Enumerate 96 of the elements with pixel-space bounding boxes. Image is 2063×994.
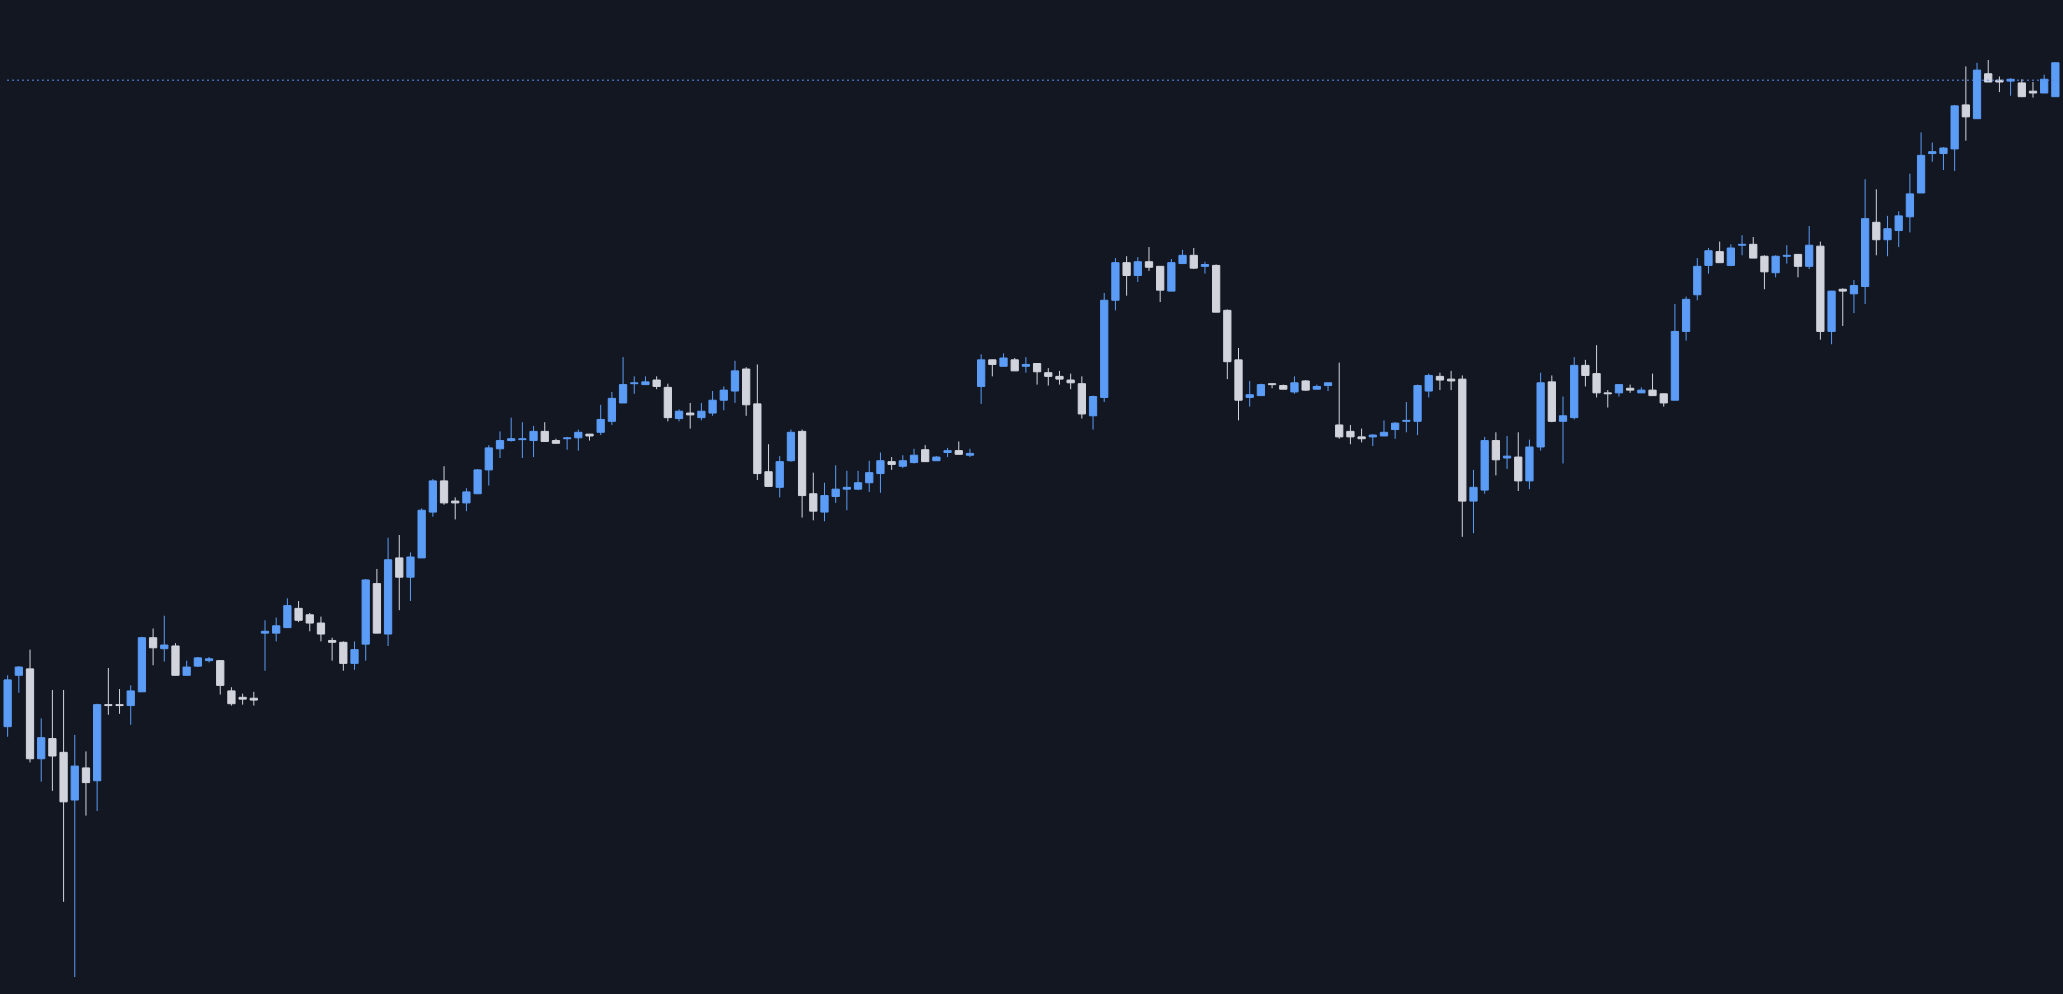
candlestick bbox=[1961, 65, 1970, 142]
candlestick bbox=[1883, 215, 1892, 257]
candlestick bbox=[160, 615, 169, 663]
candlestick bbox=[1323, 382, 1333, 392]
candlestick bbox=[1491, 431, 1501, 476]
candlestick bbox=[1849, 279, 1859, 314]
candlestick bbox=[1267, 383, 1277, 389]
candlestick bbox=[1032, 363, 1042, 386]
candlestick bbox=[2028, 81, 2038, 99]
candlestick bbox=[842, 470, 852, 511]
candlestick bbox=[820, 482, 829, 522]
candlestick bbox=[1805, 225, 1814, 270]
candlestick bbox=[1894, 210, 1903, 248]
candlestick bbox=[1704, 247, 1713, 275]
candlestick bbox=[1335, 362, 1344, 440]
candlestick bbox=[316, 616, 326, 642]
candlestick bbox=[104, 667, 113, 716]
candlestick bbox=[451, 496, 460, 520]
candlestick bbox=[473, 468, 482, 495]
candlestick bbox=[272, 617, 281, 642]
candlestick bbox=[1558, 396, 1568, 464]
candlestick bbox=[439, 465, 449, 506]
candlestick bbox=[1469, 469, 1478, 534]
candlestick bbox=[1424, 373, 1433, 398]
candlestick bbox=[865, 460, 874, 493]
candlestick bbox=[294, 600, 303, 623]
candlestick bbox=[81, 750, 91, 817]
candlestick bbox=[529, 425, 538, 458]
candlestick bbox=[1737, 234, 1747, 256]
candlestick bbox=[1122, 255, 1131, 297]
candlestick bbox=[1514, 431, 1523, 492]
candlestick bbox=[37, 717, 46, 783]
candlestick bbox=[126, 684, 135, 726]
candlestick bbox=[574, 429, 583, 452]
candlestick bbox=[1200, 261, 1210, 275]
candlestick bbox=[339, 640, 348, 672]
candlestick bbox=[1133, 256, 1142, 283]
candlestick bbox=[227, 686, 236, 707]
candlestick bbox=[14, 665, 23, 694]
candlestick bbox=[1872, 188, 1881, 256]
candlestick bbox=[1592, 344, 1601, 398]
candlestick bbox=[596, 404, 605, 436]
candlestick bbox=[305, 612, 314, 632]
candlestick bbox=[260, 619, 270, 672]
candlestick bbox=[1088, 395, 1098, 431]
candlestick bbox=[1928, 142, 1937, 163]
candlestick bbox=[1156, 265, 1165, 303]
candlestick bbox=[607, 391, 617, 426]
candlestick bbox=[1402, 401, 1411, 433]
candlestick bbox=[1502, 435, 1512, 470]
candlestick bbox=[1603, 389, 1612, 409]
candlestick bbox=[484, 444, 493, 486]
candlestick bbox=[1144, 246, 1154, 272]
candlestick bbox=[562, 436, 572, 451]
candlestick bbox=[1446, 370, 1456, 391]
candlestick bbox=[115, 688, 124, 715]
candlestick bbox=[148, 628, 158, 666]
candlestick bbox=[2040, 74, 2049, 94]
candlestick bbox=[686, 402, 695, 430]
candlestick bbox=[730, 360, 740, 404]
candlestick bbox=[1715, 241, 1724, 264]
candlestick bbox=[350, 640, 359, 671]
candlestick bbox=[1905, 173, 1915, 233]
candlestick bbox=[1749, 236, 1758, 259]
candlestick bbox=[1346, 424, 1355, 445]
candlestick bbox=[1793, 253, 1803, 278]
candlestick bbox=[1581, 359, 1590, 387]
candlestick bbox=[495, 430, 505, 459]
candlestick bbox=[1245, 380, 1254, 408]
candlestick bbox=[1435, 372, 1445, 391]
candlestick bbox=[1760, 254, 1769, 290]
candlestick bbox=[719, 385, 728, 411]
candlestick bbox=[708, 390, 717, 417]
candlestick bbox=[1771, 254, 1780, 278]
candlestick bbox=[283, 597, 292, 629]
candlestick bbox=[618, 356, 628, 404]
candlestick bbox=[328, 637, 337, 662]
candlestick bbox=[630, 375, 639, 395]
candlestick bbox=[965, 448, 975, 458]
candlestick bbox=[764, 443, 773, 487]
candlestick bbox=[540, 421, 549, 442]
candlestick bbox=[406, 551, 415, 602]
candlestick bbox=[1379, 419, 1389, 437]
candlestick bbox=[809, 472, 818, 521]
candlestick bbox=[1939, 146, 1948, 171]
candlestick bbox=[1648, 373, 1657, 397]
candlestick bbox=[1838, 287, 1847, 327]
candlestick bbox=[1984, 59, 1993, 83]
candlestick bbox=[876, 451, 885, 494]
candlestick bbox=[462, 487, 471, 512]
candlestick bbox=[1021, 356, 1031, 374]
candlestick bbox=[395, 534, 404, 611]
candlestick bbox=[518, 421, 527, 459]
candlestick bbox=[1782, 244, 1791, 265]
candlestick bbox=[831, 464, 840, 504]
candlestick bbox=[48, 689, 57, 792]
